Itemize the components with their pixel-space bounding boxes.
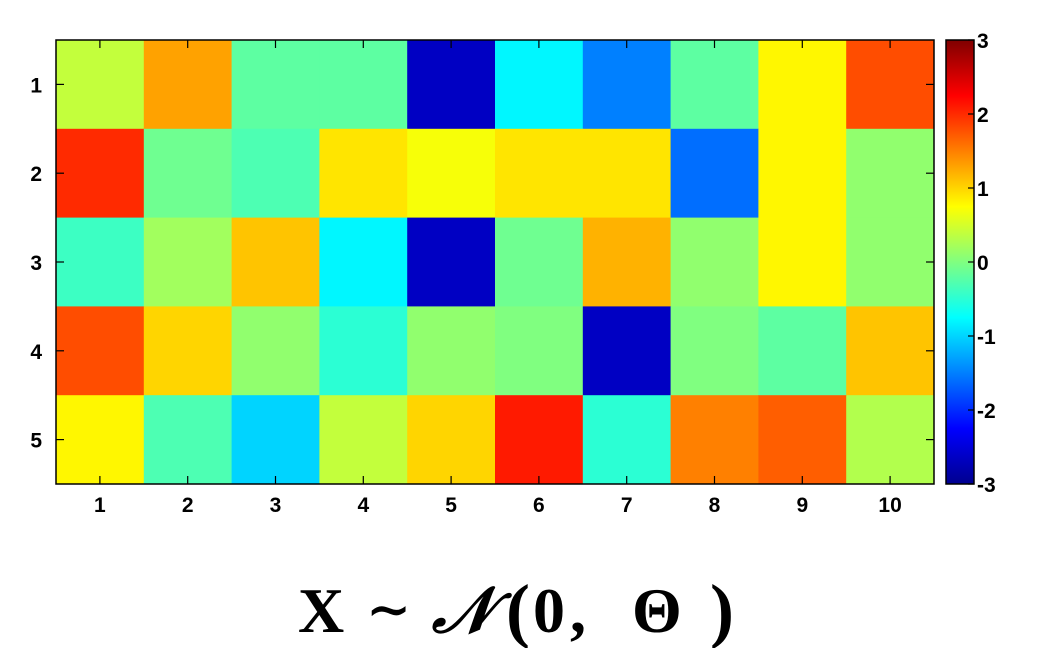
heatmap-cell (231, 217, 320, 307)
heatmap-cell (143, 395, 233, 485)
x-tick-label: 6 (533, 494, 545, 517)
heatmap-cell (670, 217, 759, 307)
caption-theta: Θ (632, 575, 682, 646)
colorbar-tick-label: -3 (977, 474, 996, 497)
heatmap-cell (231, 128, 320, 219)
x-tick-label: 2 (182, 494, 194, 517)
heatmap-cell (582, 395, 672, 485)
heatmap-cell (231, 306, 320, 396)
colorbar-tick-label: -1 (977, 326, 996, 349)
heatmap-cell (846, 40, 935, 130)
heatmap-cell (670, 40, 759, 130)
heatmap-cell (758, 395, 847, 485)
heatmap-cell (407, 217, 496, 307)
heatmap-cell (495, 217, 584, 307)
heatmap-cell (846, 306, 935, 396)
colorbar-tick-label: -2 (977, 400, 996, 423)
heatmap-cell (495, 395, 584, 485)
x-tick-label: 7 (621, 494, 633, 517)
heatmap-cell (846, 128, 935, 219)
x-tick-label: 4 (357, 494, 369, 517)
colorbar-tick-label: 0 (977, 252, 989, 275)
heatmap-cell (407, 395, 496, 485)
x-axis: 1 2 3 4 5 6 7 8 9 10 (94, 40, 902, 517)
y-axis: 1 2 3 4 5 (30, 74, 934, 453)
x-tick-label: 9 (796, 494, 808, 517)
heatmap-cell (319, 217, 408, 307)
heatmap-cell (582, 40, 672, 130)
heatmap-cell (56, 306, 145, 396)
heatmap-cell (407, 306, 496, 396)
colorbar-tick-label: 3 (977, 30, 989, 53)
heatmap-cell (670, 128, 759, 219)
heatmap-cell (582, 128, 672, 219)
caption-tilde: ∼ (366, 580, 411, 640)
heatmap-cell (495, 128, 584, 219)
heatmap-cell (56, 217, 145, 307)
x-tick-label: 3 (270, 494, 282, 517)
heatmap-cell (231, 40, 320, 130)
heatmap-cell (670, 395, 759, 485)
caption-bold-x: X (298, 575, 344, 646)
colorbar-tick-label: 2 (977, 104, 989, 127)
caption-close-paren: ) (710, 570, 734, 648)
formula-caption: X ∼ 𝒩 ( 0 , Θ ) (298, 570, 734, 648)
heatmap-cell (143, 217, 233, 307)
y-tick-label: 1 (30, 74, 42, 97)
colorbar-tick-label: 1 (977, 178, 989, 201)
heatmap-cell (56, 128, 145, 219)
colorbar: 3 2 1 0 -1 -2 -3 (945, 30, 996, 497)
y-tick-label: 2 (30, 163, 42, 186)
heatmap-cell (846, 395, 935, 485)
x-tick-label: 1 (94, 494, 106, 517)
heatmap-cell (143, 128, 233, 219)
y-tick-label: 4 (30, 341, 42, 364)
heatmap-cell (758, 217, 847, 307)
heatmap-cell (582, 306, 672, 396)
heatmap-cell (56, 395, 145, 485)
x-tick-label: 10 (878, 494, 901, 517)
caption-comma: , (570, 575, 586, 646)
heatmap-cell (670, 306, 759, 396)
caption-zero: 0 (533, 575, 565, 646)
colorbar-ticks: 3 2 1 0 -1 -2 -3 (968, 30, 996, 497)
heatmap-cell (407, 40, 496, 130)
heatmap-cell (407, 128, 496, 219)
x-tick-label: 5 (445, 494, 457, 517)
heatmap-cell (495, 306, 584, 396)
heatmap-cell (582, 217, 672, 307)
heatmap-cell (319, 40, 408, 130)
heatmap-cell (319, 128, 408, 219)
heatmap-cell (319, 306, 408, 396)
y-tick-label: 5 (30, 430, 42, 453)
heatmap-cell (758, 306, 847, 396)
caption-script-n: 𝒩 (431, 575, 513, 646)
heatmap-cell (758, 128, 847, 219)
heatmap-cell (846, 217, 935, 307)
heatmap-cell (56, 40, 145, 130)
caption-open-paren: ( (506, 570, 530, 648)
y-tick-label: 3 (30, 252, 42, 275)
x-tick-label: 8 (709, 494, 721, 517)
heatmap-cell (758, 40, 847, 130)
heatmap-cell (143, 40, 233, 130)
heatmap-cell (319, 395, 408, 485)
heatmap-cell (495, 40, 584, 130)
heatmap-cells (56, 40, 935, 485)
heatmap-cell (231, 395, 320, 485)
heatmap-cell (143, 306, 233, 396)
